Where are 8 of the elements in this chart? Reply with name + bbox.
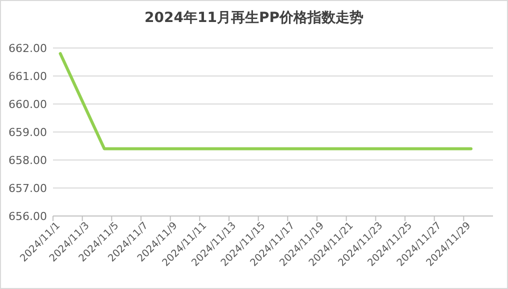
y-tick-label: 662.00 bbox=[8, 42, 47, 55]
y-tick-label: 656.00 bbox=[8, 210, 47, 223]
y-tick-label: 660.00 bbox=[8, 98, 47, 111]
y-tick-label: 658.00 bbox=[8, 154, 47, 167]
y-tick-label: 659.00 bbox=[8, 126, 47, 139]
chart-title: 2024年11月再生PP价格指数走势 bbox=[144, 10, 364, 26]
y-tick-label: 657.00 bbox=[8, 182, 47, 195]
y-tick-label: 661.00 bbox=[8, 70, 47, 83]
